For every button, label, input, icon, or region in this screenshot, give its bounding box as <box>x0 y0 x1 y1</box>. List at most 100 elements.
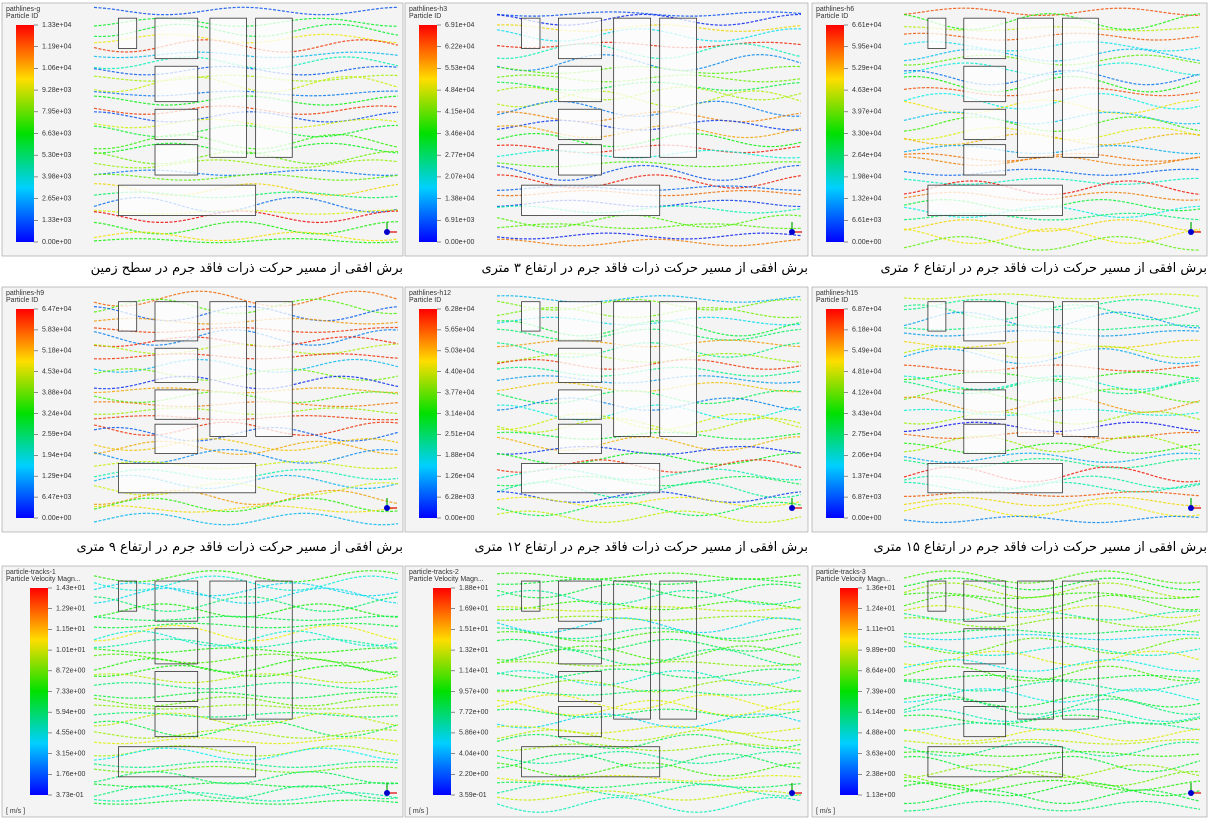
color-bar-label: 7.95e+03 <box>42 109 71 116</box>
color-bar <box>433 588 451 795</box>
color-bar-label: 4.81e+04 <box>852 369 881 376</box>
color-bar-label: 7.33e+00 <box>56 688 85 695</box>
color-bar-label: 2.06e+04 <box>852 452 881 459</box>
color-bar-label: 3.97e+04 <box>852 109 881 116</box>
color-bar-label: 1.36e+01 <box>866 585 895 592</box>
color-bar-label: 3.15e+00 <box>56 750 85 757</box>
building <box>964 145 1006 175</box>
legend-title: Particle ID <box>409 13 441 20</box>
color-bar-label: 3.43e+04 <box>852 410 881 417</box>
color-bar-label: 2.77e+04 <box>445 152 474 159</box>
legend-title: Particle Velocity Magn... <box>816 576 891 583</box>
building <box>155 348 198 382</box>
color-bar-label: 6.61e+04 <box>852 22 881 29</box>
color-bar-label: 5.86e+00 <box>459 730 488 737</box>
color-bar-label: 4.63e+04 <box>852 87 881 94</box>
color-bar-label: 1.33e+04 <box>42 22 71 29</box>
panel: particle-tracks-2Particle Velocity Magn.… <box>405 566 808 817</box>
color-bar <box>840 588 858 795</box>
axis-z <box>789 790 795 796</box>
color-bar-label: 0.00e+00 <box>445 515 474 522</box>
panel-title: pathlines-g <box>6 6 40 13</box>
color-bar-label: 5.53e+04 <box>445 65 474 72</box>
unit-label: [ m/s ] <box>816 808 835 815</box>
panel: pathlines-h6Particle ID6.61e+045.95e+045… <box>812 3 1207 256</box>
legend-title: Particle ID <box>6 297 38 304</box>
color-bar-label: 1.06e+04 <box>42 65 71 72</box>
building <box>558 302 601 341</box>
color-bar-label: 8.64e+00 <box>866 668 895 675</box>
color-bar-label: 1.24e+01 <box>866 606 895 613</box>
building <box>155 390 198 419</box>
color-bar-label: 4.12e+04 <box>852 389 881 396</box>
building <box>558 145 601 175</box>
color-bar <box>16 25 34 242</box>
caption: برش افقی از مسیر حرکت ذرات فاقد جرم در ا… <box>812 258 1207 280</box>
color-bar-label: 1.94e+04 <box>42 452 71 459</box>
figure: pathlines-gParticle ID1.33e+041.19e+041.… <box>0 0 1209 819</box>
building <box>1062 18 1098 157</box>
color-bar-label: 2.64e+04 <box>852 152 881 159</box>
building <box>155 145 198 175</box>
color-bar-label: 6.28e+04 <box>445 306 474 313</box>
building <box>660 302 697 437</box>
building <box>155 302 198 341</box>
color-bar <box>826 309 844 518</box>
building <box>964 109 1006 139</box>
axis-z <box>1188 229 1194 235</box>
color-bar-label: 5.95e+04 <box>852 44 881 51</box>
color-bar-label: 3.30e+04 <box>852 130 881 137</box>
building <box>964 390 1006 419</box>
color-bar <box>419 25 437 242</box>
building <box>964 18 1006 58</box>
color-bar-label: 2.65e+03 <box>42 195 71 202</box>
color-bar-label: 5.94e+00 <box>56 709 85 716</box>
building <box>118 185 255 215</box>
axis-z <box>789 505 795 511</box>
panel-title: particle-tracks-2 <box>409 569 459 576</box>
building <box>964 424 1006 453</box>
color-bar-label: 5.83e+04 <box>42 327 71 334</box>
color-bar-label: 0.00e+00 <box>42 239 71 246</box>
color-bar-label: 1.11e+01 <box>866 626 895 633</box>
color-bar-label: 3.88e+04 <box>42 389 71 396</box>
color-bar-label: 2.59e+04 <box>42 431 71 438</box>
panel-title: pathlines-h12 <box>409 290 451 297</box>
color-bar-label: 2.51e+04 <box>445 431 474 438</box>
color-bar-label: 6.28e+03 <box>445 494 474 501</box>
unit-label: [ m/s ] <box>409 808 428 815</box>
color-bar <box>419 309 437 518</box>
color-bar-label: 7.39e+00 <box>866 688 895 695</box>
color-bar-label: 0.00e+00 <box>852 515 881 522</box>
color-bar-label: 1.13e+00 <box>866 792 895 799</box>
legend-title: Particle ID <box>816 297 848 304</box>
color-bar-label: 1.43e+01 <box>56 585 85 592</box>
color-bar-label: 2.38e+00 <box>866 771 895 778</box>
color-bar-label: 9.89e+00 <box>866 647 895 654</box>
building <box>928 18 946 48</box>
color-bar-label: 6.18e+04 <box>852 327 881 334</box>
building <box>118 302 136 331</box>
building <box>614 302 651 437</box>
color-bar <box>826 25 844 242</box>
building <box>660 18 697 157</box>
color-bar-label: 6.61e+03 <box>852 217 881 224</box>
axis-z <box>1188 790 1194 796</box>
color-bar-label: 1.32e+04 <box>852 195 881 202</box>
color-bar-label: 1.76e+00 <box>56 771 85 778</box>
color-bar-label: 6.63e+03 <box>42 130 71 137</box>
building <box>928 185 1063 215</box>
caption: برش افقی از مسیر حرکت ذرات فاقد جرم در ا… <box>812 537 1207 559</box>
legend-title: Particle Velocity Magn... <box>409 576 484 583</box>
building <box>558 66 601 101</box>
figure-panels: pathlines-gParticle ID1.33e+041.19e+041.… <box>0 0 1209 819</box>
color-bar-label: 1.26e+04 <box>445 473 474 480</box>
color-bar-label: 1.88e+04 <box>445 452 474 459</box>
color-bar-label: 3.59e-01 <box>459 792 487 799</box>
color-bar-label: 1.98e+04 <box>852 174 881 181</box>
color-bar-label: 4.84e+04 <box>445 87 474 94</box>
color-bar-label: 5.49e+04 <box>852 348 881 355</box>
color-bar-label: 6.14e+00 <box>866 709 895 716</box>
panel: pathlines-h3Particle ID6.91e+046.22e+045… <box>405 3 808 256</box>
